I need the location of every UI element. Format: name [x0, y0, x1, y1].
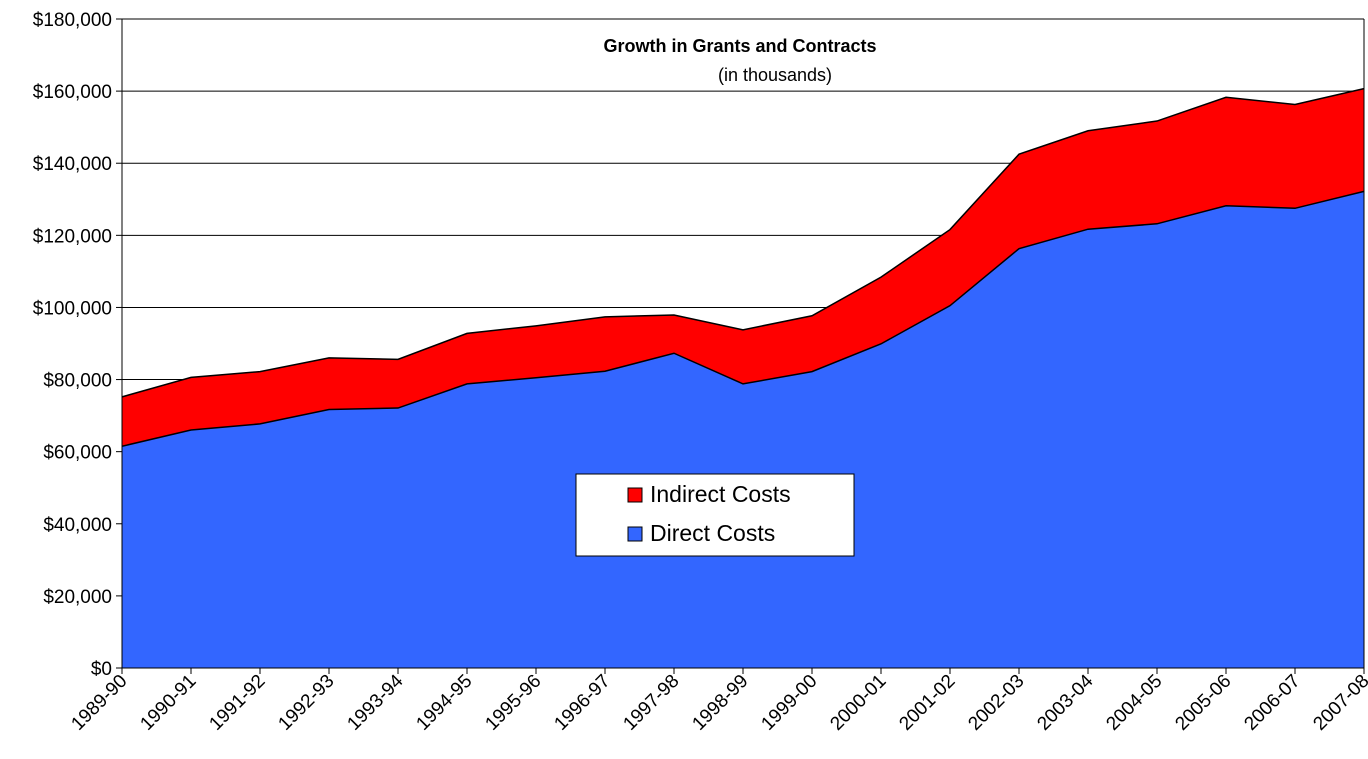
y-tick-label: $60,000 [43, 443, 112, 464]
line-indirect-costs-top [121, 87, 1365, 398]
x-tick-label: 2005-06 [1171, 671, 1235, 735]
x-tick-label: 2006-07 [1240, 671, 1304, 735]
area-direct-costs [122, 191, 1364, 668]
x-tick-label: 2002-03 [964, 671, 1028, 735]
y-tick-label: $40,000 [43, 515, 112, 536]
y-tick-labels: $0 $20,000 $40,000 $60,000 $80,000 $100,000 $1… [33, 10, 112, 680]
x-tick-label: 1998-99 [688, 671, 752, 735]
x-tick-labels: 1989-90 1990-91 1991-92 1992-93 1993-94 1994-… [67, 670, 1368, 734]
area-layer [121, 87, 1365, 668]
chart-title: Growth in Grants and Contracts [603, 36, 876, 56]
legend-swatch-indirect-costs [627, 487, 643, 503]
x-tick-label: 1991-92 [205, 671, 269, 735]
x-tick-label: 1993-94 [343, 670, 407, 734]
x-tick-label: 1999-00 [757, 671, 821, 735]
legend-label-indirect-costs: Indirect Costs [650, 481, 791, 507]
x-tick-label: 1989-90 [67, 671, 131, 735]
legend-box [575, 473, 855, 557]
x-tick-label: 2004-05 [1102, 671, 1166, 735]
x-tick-label: 2007-08 [1309, 671, 1368, 735]
y-tick-label: $20,000 [43, 587, 112, 608]
y-tick-label: $140,000 [33, 154, 112, 175]
x-tick-label: 1992-93 [274, 671, 338, 735]
x-tick-label: 1997-98 [619, 671, 683, 735]
y-tick-label: $180,000 [33, 10, 112, 31]
x-tick-label: 1995-96 [481, 671, 545, 735]
y-tick-label: $0 [91, 659, 112, 680]
x-tick-label: 2001-02 [895, 671, 959, 735]
x-tick-label: 2000-01 [826, 671, 890, 735]
x-tick-label: 1990-91 [136, 671, 200, 735]
y-tick-label: $80,000 [43, 371, 112, 392]
area-indirect-costs [122, 88, 1364, 447]
legend: Indirect Costs Direct Costs [575, 473, 855, 557]
legend-label-direct-costs: Direct Costs [650, 520, 775, 546]
chart-subtitle: (in thousands) [718, 65, 832, 85]
x-tick-label: 1994-95 [412, 671, 476, 735]
legend-swatch-direct-costs [627, 526, 643, 542]
line-direct-costs [121, 190, 1365, 447]
y-tick-label: $160,000 [33, 82, 112, 103]
x-tick-label: 2003-04 [1033, 670, 1097, 734]
x-tick-label: 1996-97 [550, 671, 614, 735]
y-tick-label: $100,000 [33, 298, 112, 319]
y-tick-label: $120,000 [33, 226, 112, 247]
axis-layer [116, 18, 1365, 674]
